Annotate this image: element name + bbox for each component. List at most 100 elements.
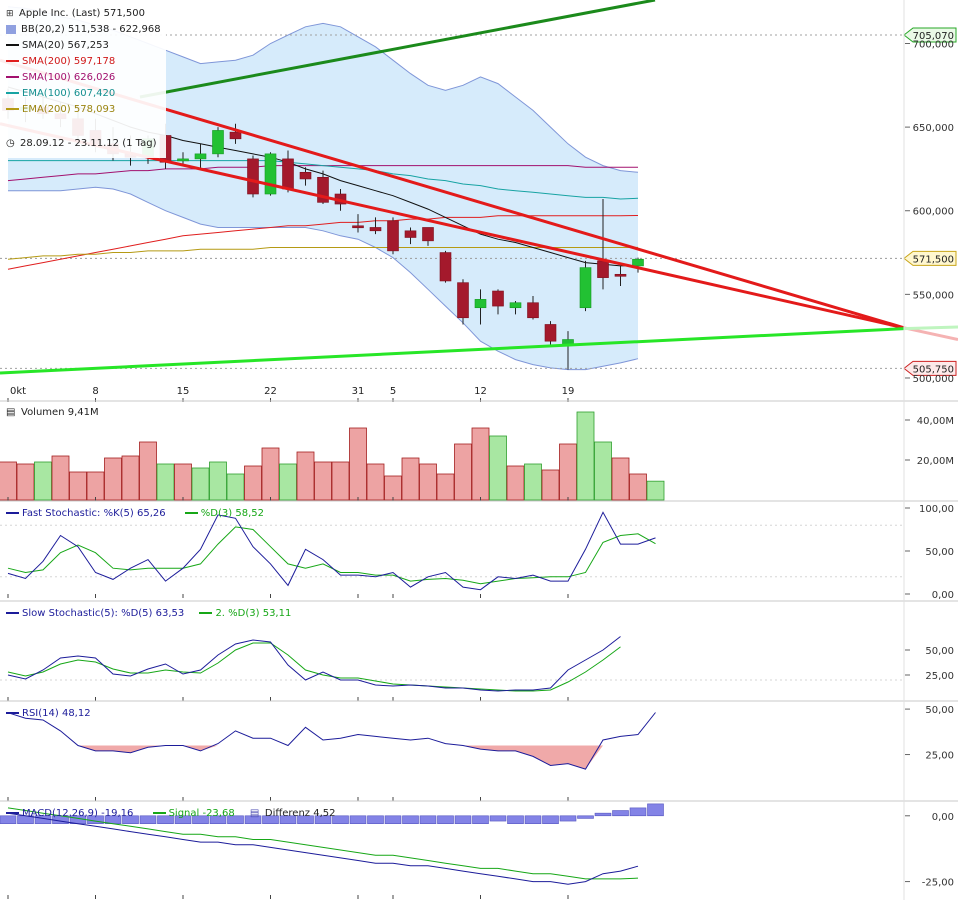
fast-stoch-axis-label: 0,00 — [932, 590, 954, 601]
candle — [317, 176, 329, 203]
bb-swatch — [6, 24, 16, 34]
candlestick-icon: ⊞ — [6, 9, 14, 19]
price-marker-label: 705,070 — [913, 31, 954, 42]
volume-bar — [139, 441, 157, 501]
ema100-swatch — [6, 92, 19, 94]
rsi-oversold-fill — [8, 745, 656, 770]
legend-sma200: SMA(200) 597,178 — [6, 56, 115, 68]
fast-d-swatch — [184, 512, 198, 514]
volume-bar — [349, 427, 367, 501]
volume-bar — [34, 461, 52, 501]
candle — [632, 258, 644, 267]
volume-axis-label: 40,00M — [917, 416, 954, 427]
legend-bb: BB(20,2) 511,538 - 622,968 — [6, 24, 161, 36]
x-axis-label: 5 — [390, 386, 396, 397]
macd-histogram-bar — [139, 815, 157, 824]
candle — [229, 131, 242, 140]
volume-bar — [86, 471, 105, 501]
volume-bar — [174, 463, 192, 501]
fast-stoch-title: Fast Stochastic: %K(5) 65,26 %D(3) 58,52 — [6, 508, 264, 520]
macd-histogram-bar — [524, 815, 542, 824]
rsi-title: RSI(14) 48,12 — [6, 708, 91, 720]
macd-swatch — [6, 812, 19, 814]
volume-bar — [279, 463, 297, 501]
price-axis-label: 600,000 — [913, 207, 954, 218]
price-marker-box — [903, 27, 957, 43]
slow-stoch-axis-label: 50,00 — [925, 646, 954, 657]
trendline-darkgreen — [139, 0, 656, 99]
rsi-line — [7, 712, 656, 770]
macd-histogram-bar — [437, 815, 454, 824]
volume-bar — [121, 455, 140, 501]
candle — [474, 299, 487, 309]
candle — [457, 282, 469, 319]
candle — [404, 230, 417, 238]
macd-title: MACD(12,26,9) -19,16 Signal -23,68 ▤ Diff… — [6, 808, 336, 820]
price-axis-label: 700,000 — [913, 39, 954, 50]
volume-bar — [559, 443, 577, 501]
volume-bar — [191, 467, 210, 501]
macd-histogram-bar — [472, 815, 489, 824]
legend-date-range: ◷ 28.09.12 - 23.11.12 (1 Tag) — [6, 138, 157, 149]
clock-icon: ◷ — [6, 138, 15, 149]
sma20-swatch — [6, 44, 19, 46]
rsi-axis-label: 25,00 — [925, 751, 954, 762]
price-marker-box — [903, 360, 957, 376]
candle — [194, 153, 207, 160]
volume-bar — [541, 469, 560, 501]
macd-histogram-bar — [157, 815, 174, 824]
volume-bar — [401, 457, 420, 501]
rsi-swatch — [6, 712, 19, 714]
legend-instrument: ⊞ Apple Inc. (Last) 571,500 — [6, 8, 145, 19]
volume-bar — [314, 461, 332, 501]
x-axis-label: 31 — [352, 386, 365, 397]
volume-bar — [51, 455, 70, 501]
candle — [544, 324, 557, 342]
candle — [299, 171, 312, 180]
sma200-swatch — [6, 60, 19, 62]
candle — [352, 225, 364, 229]
ema100-line — [8, 160, 639, 200]
macd-histogram-bar — [507, 815, 524, 824]
legend-ema200: EMA(200) 578,093 — [6, 104, 115, 116]
volume-bar — [366, 463, 385, 501]
fast-k-swatch — [6, 512, 19, 514]
macd-histogram-bar — [577, 815, 594, 819]
volume-bar — [629, 473, 647, 501]
candle — [597, 260, 609, 278]
macd-histogram-bar — [297, 815, 314, 824]
macd-axis-label: 0,00 — [932, 812, 954, 823]
macd-line — [7, 812, 639, 885]
fast-stoch-d-line — [7, 526, 656, 585]
macd-histogram-bar — [367, 815, 384, 824]
volume-bar — [524, 463, 542, 501]
legend-sma20: SMA(20) 567,253 — [6, 40, 109, 52]
candle — [439, 252, 452, 282]
candle — [177, 158, 189, 162]
macd-histogram-bar — [542, 815, 559, 824]
candle — [282, 158, 294, 190]
candle — [492, 290, 504, 307]
volume-bar — [594, 441, 612, 501]
slow-d-swatch — [6, 612, 19, 614]
legend-sma100: SMA(100) 626,026 — [6, 72, 115, 84]
macd-histogram-bar — [227, 815, 244, 824]
sma100-swatch — [6, 76, 19, 78]
macd-histogram-bar — [244, 815, 262, 824]
candle — [247, 158, 259, 195]
x-axis-label: 8 — [92, 386, 98, 397]
price-axis-label: 650,000 — [913, 123, 954, 134]
x-axis-label: 19 — [562, 386, 575, 397]
volume-bar — [156, 463, 175, 501]
macd-histogram-bar — [419, 815, 437, 824]
histogram-icon: ▤ — [249, 808, 260, 819]
macd-histogram-bar — [332, 815, 349, 824]
candle — [264, 153, 277, 195]
ema200-swatch — [6, 108, 19, 110]
volume-bar — [261, 447, 280, 501]
slow-stoch-axis-label: 25,00 — [925, 671, 954, 682]
macd-histogram-bar — [262, 815, 279, 824]
macd-histogram-bar — [402, 815, 419, 824]
candle — [509, 302, 522, 309]
candle — [369, 227, 382, 232]
